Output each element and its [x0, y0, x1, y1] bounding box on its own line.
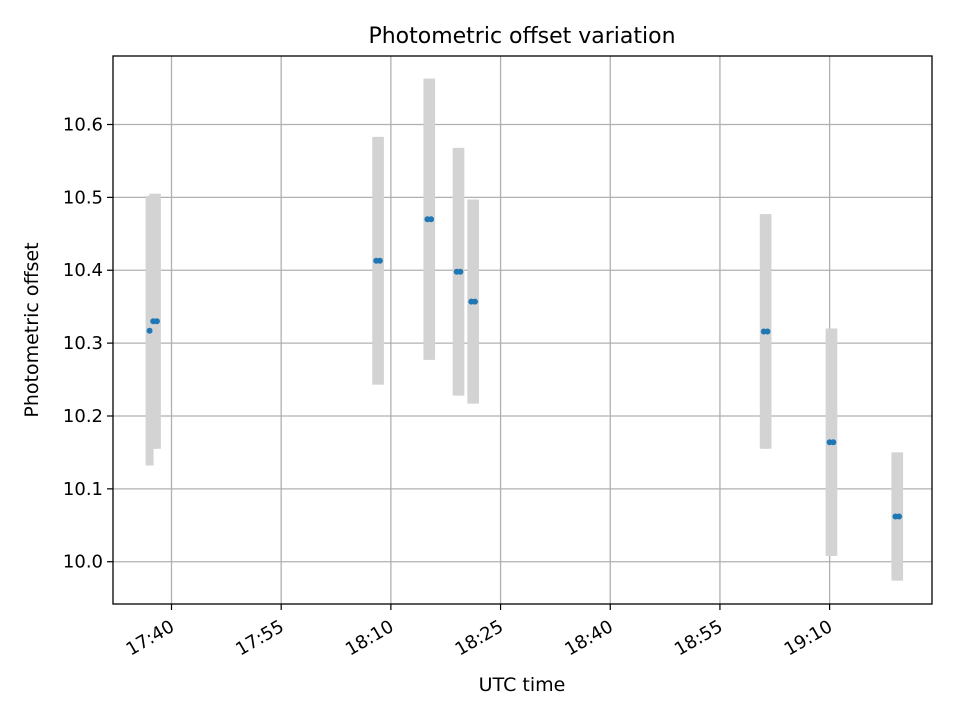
y-tick-label: 10.2 — [63, 406, 103, 427]
data-point — [376, 257, 383, 264]
data-point — [896, 513, 903, 520]
x-axis-label: UTC time — [479, 674, 566, 696]
data-point — [457, 268, 464, 275]
data-point — [153, 318, 160, 325]
error-bars — [145, 78, 904, 581]
data-point — [471, 298, 478, 305]
data-point — [146, 327, 153, 334]
y-tick-label: 10.6 — [63, 115, 103, 136]
grid-lines — [113, 56, 932, 604]
y-tick-label: 10.1 — [63, 479, 103, 500]
x-tick-label: 18:55 — [671, 616, 726, 660]
data-point — [830, 439, 837, 446]
x-tick-label: 17:55 — [232, 616, 287, 660]
data-point — [764, 328, 771, 335]
y-axis-label: Photometric offset — [21, 242, 43, 417]
data-point — [428, 216, 435, 223]
x-tick-label: 18:10 — [342, 616, 397, 660]
data-points — [146, 216, 903, 520]
x-tick-label: 17:40 — [123, 616, 178, 660]
x-tick-label: 18:40 — [561, 616, 616, 660]
plot-frame — [112, 55, 933, 605]
x-tick-label: 18:25 — [452, 616, 507, 660]
y-tick-label: 10.4 — [63, 260, 103, 281]
y-tick-label: 10.0 — [63, 552, 103, 573]
y-tick-label: 10.3 — [63, 333, 103, 354]
x-tick-label: 19:10 — [781, 616, 836, 660]
y-tick-label: 10.5 — [63, 187, 103, 208]
chart-title: Photometric offset variation — [368, 24, 675, 49]
